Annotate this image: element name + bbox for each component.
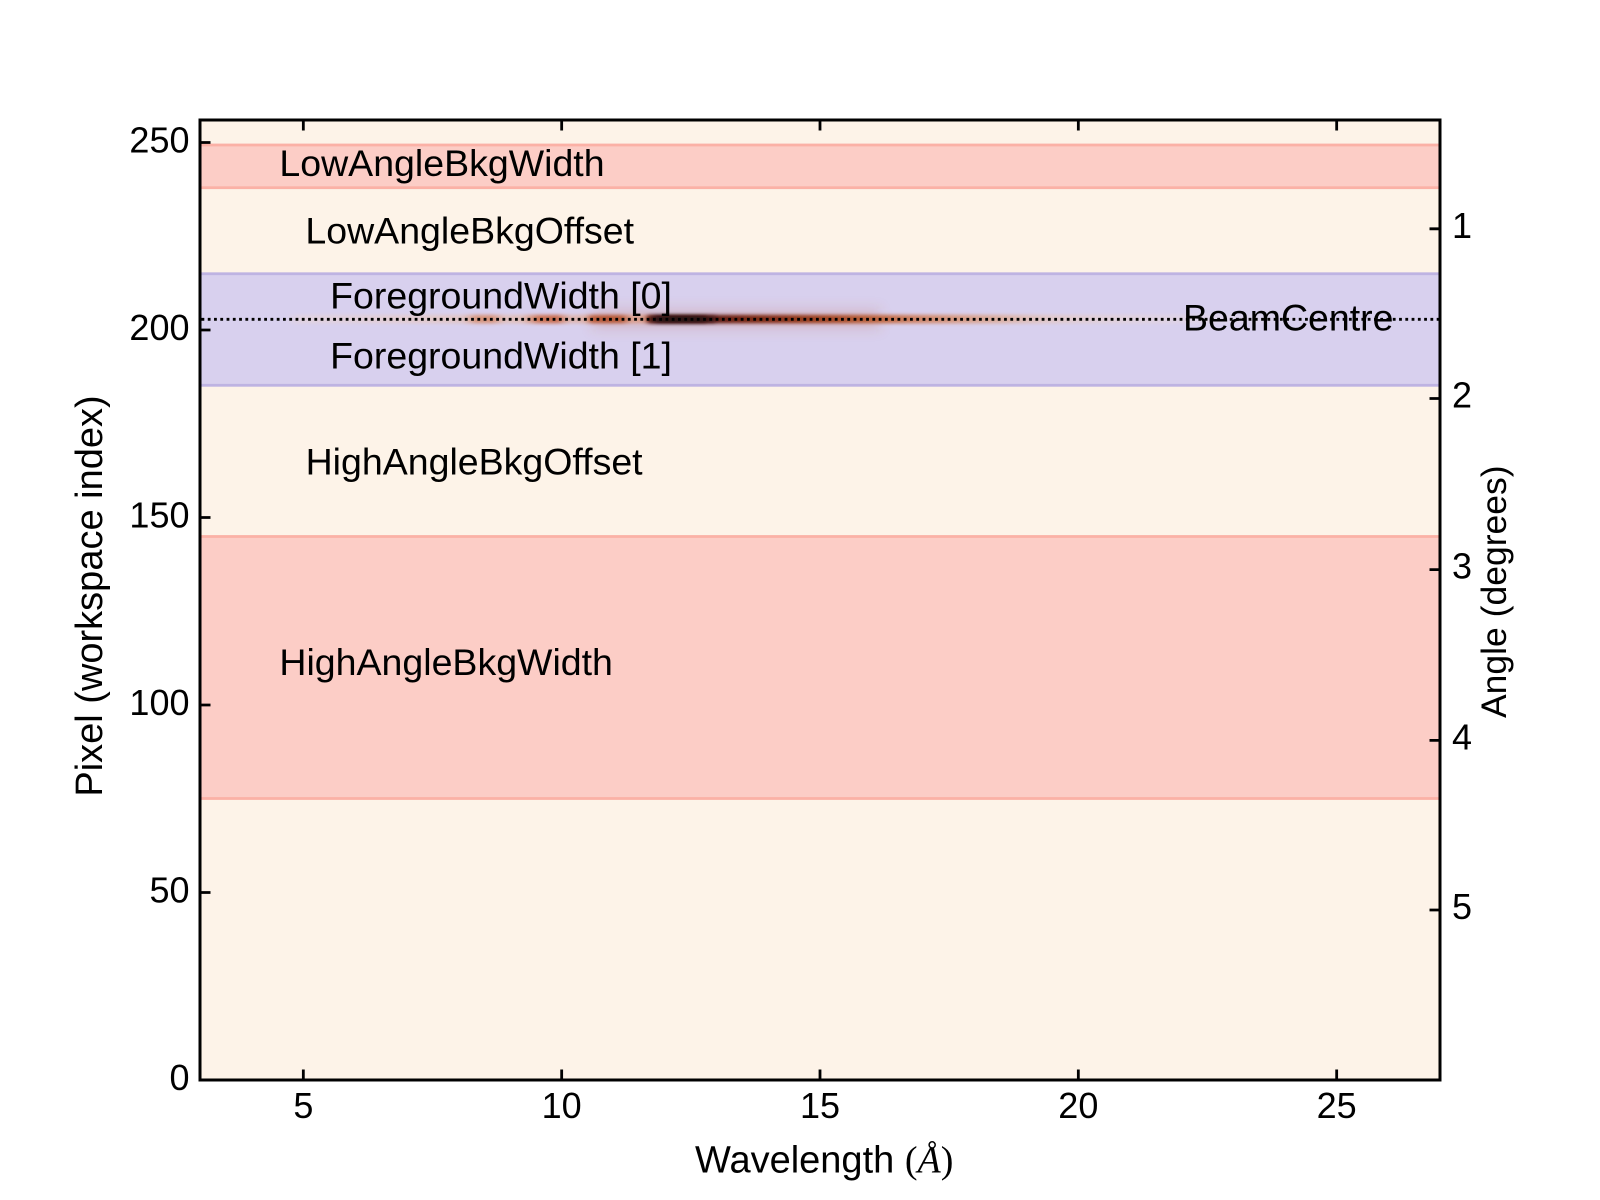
svg-text:25: 25 [1317,1085,1357,1126]
svg-text:15: 15 [800,1085,840,1126]
svg-text:2: 2 [1452,375,1472,416]
svg-text:100: 100 [129,682,189,723]
svg-text:LowAngleBkgWidth: LowAngleBkgWidth [279,142,604,184]
svg-text:ForegroundWidth [0]: ForegroundWidth [0] [330,275,672,317]
svg-text:5: 5 [293,1085,313,1126]
svg-text:150: 150 [129,495,189,536]
svg-text:1: 1 [1452,205,1472,246]
svg-text:ForegroundWidth [1]: ForegroundWidth [1] [330,335,672,377]
svg-text:20: 20 [1058,1085,1098,1126]
svg-text:BeamCentre: BeamCentre [1183,297,1394,339]
svg-text:0: 0 [169,1057,189,1098]
svg-text:200: 200 [129,307,189,348]
svg-text:HighAngleBkgOffset: HighAngleBkgOffset [306,440,644,482]
svg-text:5: 5 [1452,886,1472,927]
svg-text:4: 4 [1452,716,1472,757]
svg-text:250: 250 [129,120,189,161]
svg-text:Wavelength (Å): Wavelength (Å) [695,1139,953,1181]
svg-text:Pixel (workspace index): Pixel (workspace index) [69,395,111,796]
svg-text:Angle (degrees): Angle (degrees) [1474,465,1514,718]
svg-text:50: 50 [149,870,189,911]
svg-text:10: 10 [542,1085,582,1126]
svg-text:3: 3 [1452,546,1472,587]
svg-text:HighAngleBkgWidth: HighAngleBkgWidth [279,641,613,683]
svg-text:LowAngleBkgOffset: LowAngleBkgOffset [305,210,634,252]
